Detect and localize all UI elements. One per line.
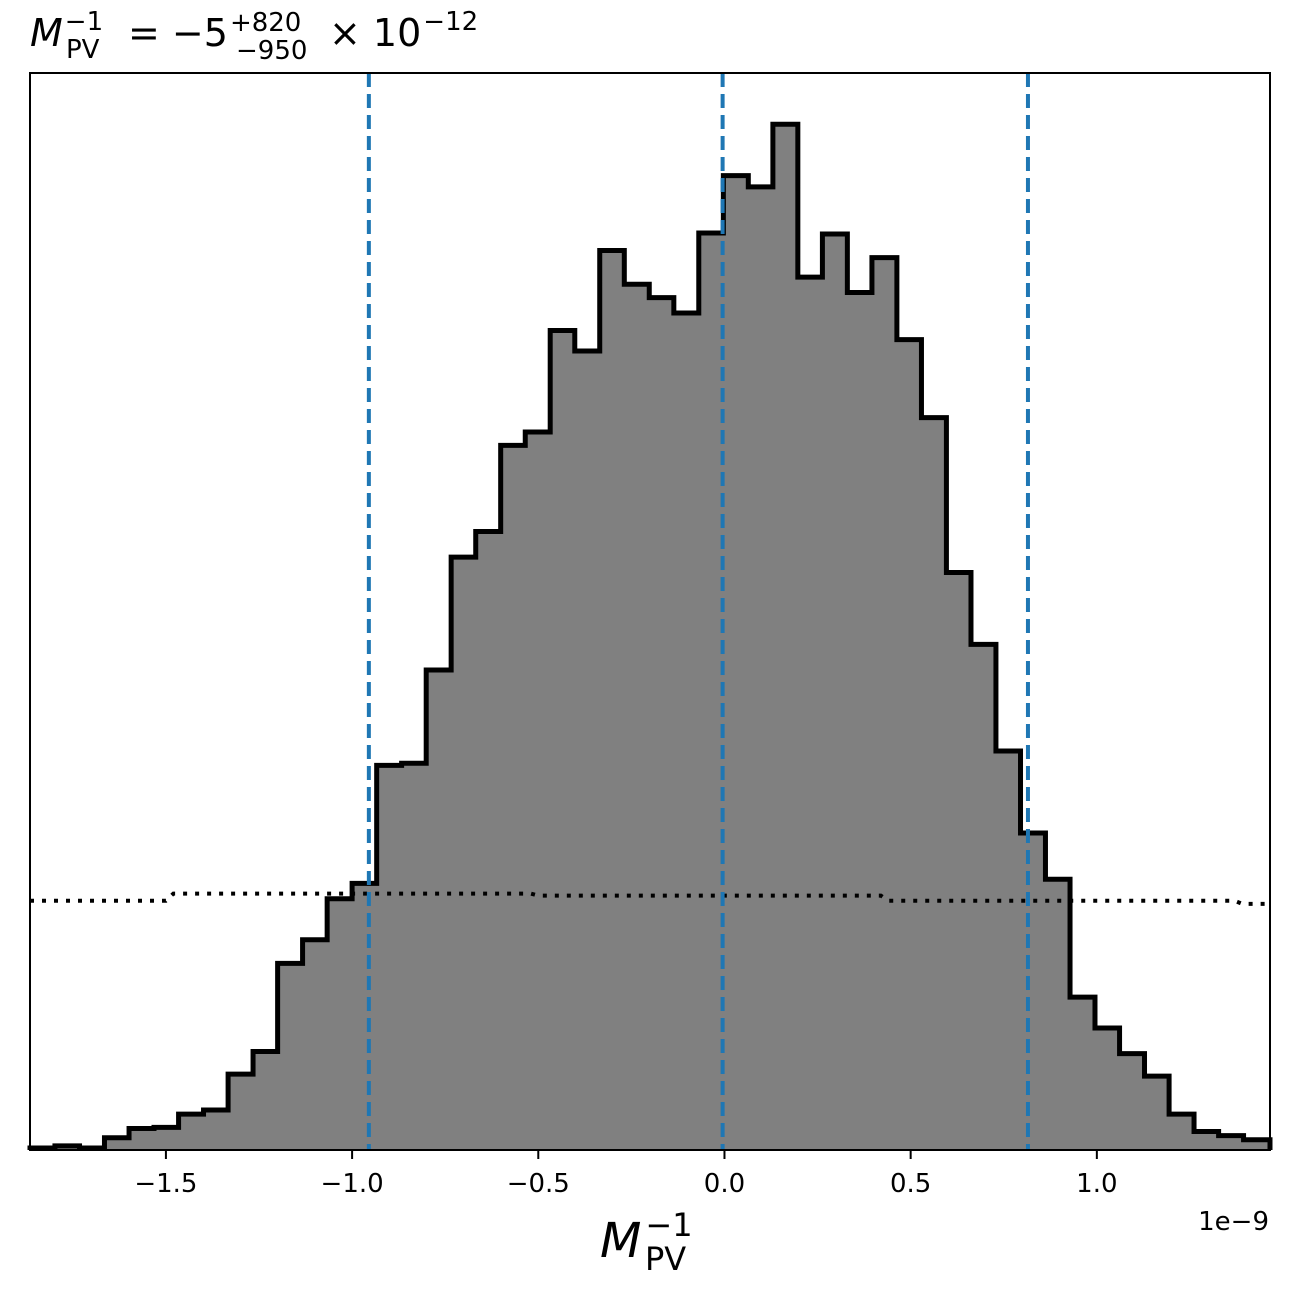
histogram-bar bbox=[847, 292, 873, 1150]
histogram-bar bbox=[451, 557, 477, 1150]
histogram-bar bbox=[475, 531, 502, 1150]
histogram-bar bbox=[797, 277, 823, 1150]
chart-title: M−1 PV = −5+820 −950 × 10−12 bbox=[30, 7, 478, 66]
histogram-bar bbox=[1070, 997, 1096, 1150]
x-tick-label: −1.0 bbox=[321, 1169, 384, 1199]
histogram-bar bbox=[748, 186, 774, 1151]
histogram-bar bbox=[525, 432, 551, 1150]
histogram-bar bbox=[946, 572, 972, 1150]
title-symbol: M bbox=[30, 11, 63, 55]
histogram-bar bbox=[302, 939, 328, 1150]
x-tick-label: 0.5 bbox=[890, 1169, 931, 1199]
histogram-bar bbox=[673, 313, 700, 1150]
histogram-bar bbox=[1119, 1053, 1146, 1150]
histogram-bar bbox=[426, 669, 452, 1150]
title-equals: = −5 bbox=[128, 11, 228, 55]
histogram-bar bbox=[822, 234, 848, 1151]
histogram-bar bbox=[921, 417, 947, 1150]
histogram-bar bbox=[104, 1137, 130, 1150]
histogram-bar bbox=[995, 750, 1022, 1150]
histogram-bar bbox=[772, 124, 799, 1150]
title-err-lower: −950 bbox=[236, 36, 307, 66]
histogram-bars bbox=[27, 121, 1273, 1151]
x-ticks-group: −1.5 −1.0 −0.5 0.0 0.5 1.0 bbox=[134, 1150, 1118, 1199]
prior-curve bbox=[30, 891, 1270, 906]
title-exponent: −12 bbox=[423, 7, 478, 37]
histogram-bar bbox=[401, 763, 427, 1150]
histogram-bar bbox=[1045, 879, 1071, 1150]
histogram-bar bbox=[970, 644, 997, 1150]
title-err-upper: +820 bbox=[230, 8, 301, 38]
histogram-bar bbox=[599, 250, 625, 1150]
histogram-bar bbox=[1243, 1139, 1271, 1150]
histogram-bar bbox=[574, 350, 601, 1150]
histogram-bar bbox=[723, 175, 749, 1151]
histogram-bar bbox=[1218, 1135, 1245, 1150]
histogram-bar bbox=[203, 1109, 229, 1150]
histogram-bar bbox=[624, 284, 650, 1151]
histogram-bar bbox=[1169, 1114, 1195, 1150]
histogram-bar bbox=[376, 765, 403, 1150]
histogram-bar bbox=[352, 883, 378, 1150]
x-tick-label: 1.0 bbox=[1076, 1169, 1117, 1199]
x-offset-label: 1e−9 bbox=[1198, 1207, 1269, 1237]
x-tick-label: −1.5 bbox=[134, 1169, 197, 1199]
histogram-bar bbox=[1094, 1027, 1121, 1150]
x-tick-label: −0.5 bbox=[507, 1169, 570, 1199]
histogram-bar bbox=[253, 1051, 279, 1150]
histogram-bar bbox=[871, 257, 898, 1151]
histogram-bar bbox=[1144, 1076, 1170, 1150]
histogram-bar bbox=[154, 1127, 180, 1150]
histogram-bar bbox=[1194, 1131, 1220, 1150]
histogram-bar bbox=[228, 1074, 254, 1150]
quantile-lines-group bbox=[366, 73, 1030, 1150]
title-superscript: −1 bbox=[65, 7, 103, 37]
xlabel-superscript: −1 bbox=[645, 1206, 692, 1244]
histogram-bar bbox=[277, 963, 304, 1150]
histogram-bar bbox=[550, 330, 576, 1150]
histogram-bar bbox=[178, 1114, 205, 1150]
histogram-bar bbox=[698, 233, 724, 1151]
histogram-bar bbox=[129, 1128, 155, 1150]
title-subscript: PV bbox=[66, 35, 100, 65]
xlabel-subscript: PV bbox=[645, 1240, 686, 1278]
xlabel-symbol: M bbox=[600, 1213, 641, 1269]
axes-frame bbox=[29, 72, 1271, 1151]
histogram-bar bbox=[500, 445, 526, 1150]
histogram-bar bbox=[649, 297, 675, 1150]
x-tick-label: 0.0 bbox=[704, 1169, 745, 1199]
prior-curve-group bbox=[30, 891, 1270, 906]
histogram-bar bbox=[327, 898, 353, 1150]
title-times: × 10 bbox=[329, 11, 421, 55]
histogram-bar bbox=[1020, 833, 1046, 1150]
histogram-bar bbox=[896, 339, 922, 1151]
x-axis-label: M −1 PV bbox=[600, 1206, 693, 1278]
